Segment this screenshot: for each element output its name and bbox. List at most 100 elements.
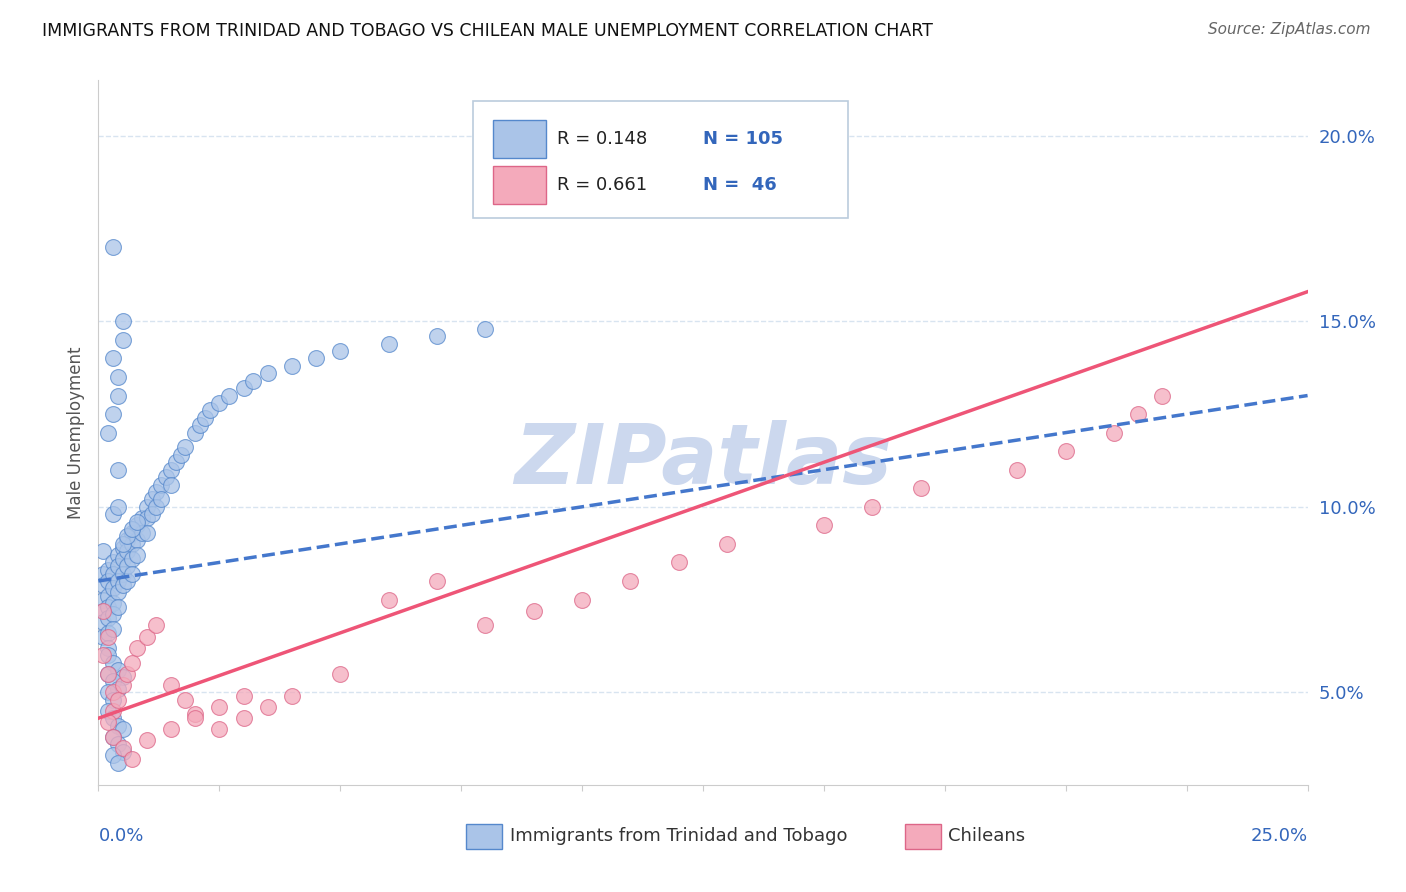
Point bbox=[107, 599, 129, 614]
Point bbox=[1128, 407, 1150, 421]
Point bbox=[1102, 425, 1125, 440]
Point bbox=[111, 670, 134, 684]
Point bbox=[117, 529, 139, 543]
Point bbox=[111, 566, 134, 581]
Point bbox=[135, 511, 157, 525]
Point bbox=[107, 681, 129, 696]
FancyBboxPatch shape bbox=[465, 823, 502, 849]
Point bbox=[329, 666, 352, 681]
Point bbox=[131, 511, 153, 525]
Point bbox=[117, 574, 139, 588]
Point bbox=[232, 711, 254, 725]
Point bbox=[97, 640, 120, 655]
Point bbox=[160, 477, 183, 491]
Text: Immigrants from Trinidad and Tobago: Immigrants from Trinidad and Tobago bbox=[509, 828, 846, 846]
Point bbox=[101, 240, 124, 254]
Point bbox=[101, 730, 124, 744]
Point bbox=[160, 678, 183, 692]
Point bbox=[377, 336, 399, 351]
Point bbox=[111, 541, 134, 555]
Point bbox=[107, 756, 129, 770]
Point bbox=[232, 689, 254, 703]
Point bbox=[860, 500, 883, 514]
Point bbox=[121, 525, 143, 540]
Point bbox=[910, 481, 932, 495]
Point bbox=[101, 685, 124, 699]
Point bbox=[127, 515, 149, 529]
Point bbox=[716, 537, 738, 551]
Point bbox=[188, 418, 211, 433]
Point bbox=[127, 548, 149, 562]
Point bbox=[107, 718, 129, 732]
Point bbox=[107, 737, 129, 751]
Point bbox=[107, 574, 129, 588]
Point bbox=[184, 425, 207, 440]
Point bbox=[165, 455, 187, 469]
Point bbox=[256, 366, 278, 380]
Point bbox=[127, 640, 149, 655]
Point bbox=[97, 666, 120, 681]
Point bbox=[1007, 463, 1029, 477]
Point bbox=[281, 359, 304, 373]
Point bbox=[198, 403, 221, 417]
Point bbox=[97, 685, 120, 699]
Point bbox=[208, 700, 231, 714]
Text: 0.0%: 0.0% bbox=[98, 827, 143, 846]
Point bbox=[97, 714, 120, 729]
Point bbox=[426, 329, 449, 343]
Point bbox=[208, 723, 231, 737]
Point bbox=[184, 711, 207, 725]
Point bbox=[145, 500, 167, 514]
Point bbox=[117, 559, 139, 574]
Point bbox=[91, 592, 114, 607]
Text: Source: ZipAtlas.com: Source: ZipAtlas.com bbox=[1208, 22, 1371, 37]
Point bbox=[523, 604, 546, 618]
Point bbox=[101, 582, 124, 596]
Point bbox=[101, 692, 124, 706]
Point bbox=[135, 525, 157, 540]
Point bbox=[101, 407, 124, 421]
Point bbox=[117, 533, 139, 548]
Point bbox=[111, 678, 134, 692]
Text: IMMIGRANTS FROM TRINIDAD AND TOBAGO VS CHILEAN MALE UNEMPLOYMENT CORRELATION CHA: IMMIGRANTS FROM TRINIDAD AND TOBAGO VS C… bbox=[42, 22, 934, 40]
Y-axis label: Male Unemployment: Male Unemployment bbox=[66, 346, 84, 519]
FancyBboxPatch shape bbox=[474, 102, 848, 218]
Point bbox=[160, 463, 183, 477]
Point bbox=[305, 351, 328, 366]
Point bbox=[135, 733, 157, 747]
Point bbox=[329, 344, 352, 359]
Point bbox=[160, 723, 183, 737]
Point bbox=[97, 648, 120, 662]
Point bbox=[150, 492, 173, 507]
Point bbox=[111, 333, 134, 347]
Point bbox=[121, 522, 143, 536]
Point bbox=[101, 704, 124, 718]
FancyBboxPatch shape bbox=[905, 823, 941, 849]
Point bbox=[131, 525, 153, 540]
Point bbox=[111, 723, 134, 737]
Text: N = 105: N = 105 bbox=[703, 130, 783, 148]
Point bbox=[91, 604, 114, 618]
Text: Chileans: Chileans bbox=[949, 828, 1025, 846]
Point bbox=[426, 574, 449, 588]
Point bbox=[174, 441, 197, 455]
Text: 25.0%: 25.0% bbox=[1250, 827, 1308, 846]
Point bbox=[107, 388, 129, 402]
Point bbox=[127, 518, 149, 533]
Point bbox=[107, 692, 129, 706]
Point bbox=[97, 611, 120, 625]
Point bbox=[145, 618, 167, 632]
Point bbox=[97, 704, 120, 718]
Point bbox=[571, 592, 593, 607]
Point bbox=[101, 622, 124, 636]
Point bbox=[107, 500, 129, 514]
Point bbox=[101, 507, 124, 521]
Point bbox=[111, 745, 134, 759]
Point bbox=[107, 663, 129, 677]
Point bbox=[101, 674, 124, 689]
Point bbox=[135, 630, 157, 644]
Point bbox=[91, 630, 114, 644]
Point bbox=[121, 752, 143, 766]
Point bbox=[117, 666, 139, 681]
Point bbox=[91, 566, 114, 581]
